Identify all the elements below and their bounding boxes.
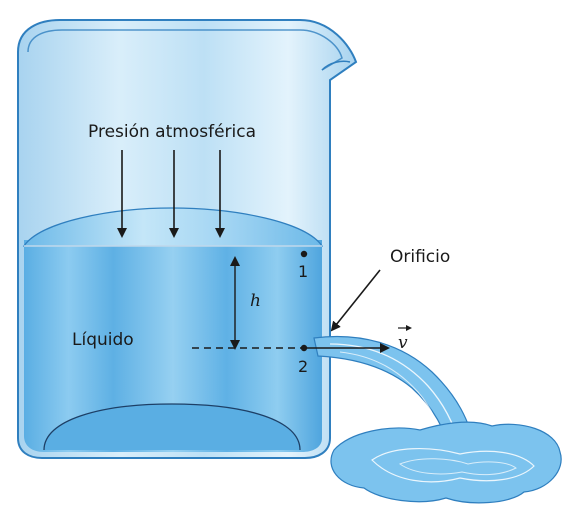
velocity-label: v [398,333,408,353]
height-label: h [250,291,261,311]
liquid-body [24,240,322,452]
orifice-label: Orificio [390,247,450,267]
liquid-label: Líquido [72,330,134,350]
beaker-bottom [43,403,301,451]
height-arrow-top [230,256,240,266]
pressure-label: Presión atmosférica [88,122,256,142]
point-2-label: 2 [298,357,308,376]
point-2-dot [300,344,308,352]
height-arrow-bottom [230,340,240,350]
puddle-ripple-2 [398,458,517,476]
water-puddle [330,421,562,504]
beaker-spout [321,60,351,71]
point-1-label: 1 [298,262,308,281]
point-1-dot [300,250,308,258]
liquid-surface [22,207,324,247]
puddle-ripple [371,448,535,483]
velocity-vector-bar-tip [406,325,412,331]
orifice-pointer [330,269,381,332]
beaker-rim [27,29,343,71]
